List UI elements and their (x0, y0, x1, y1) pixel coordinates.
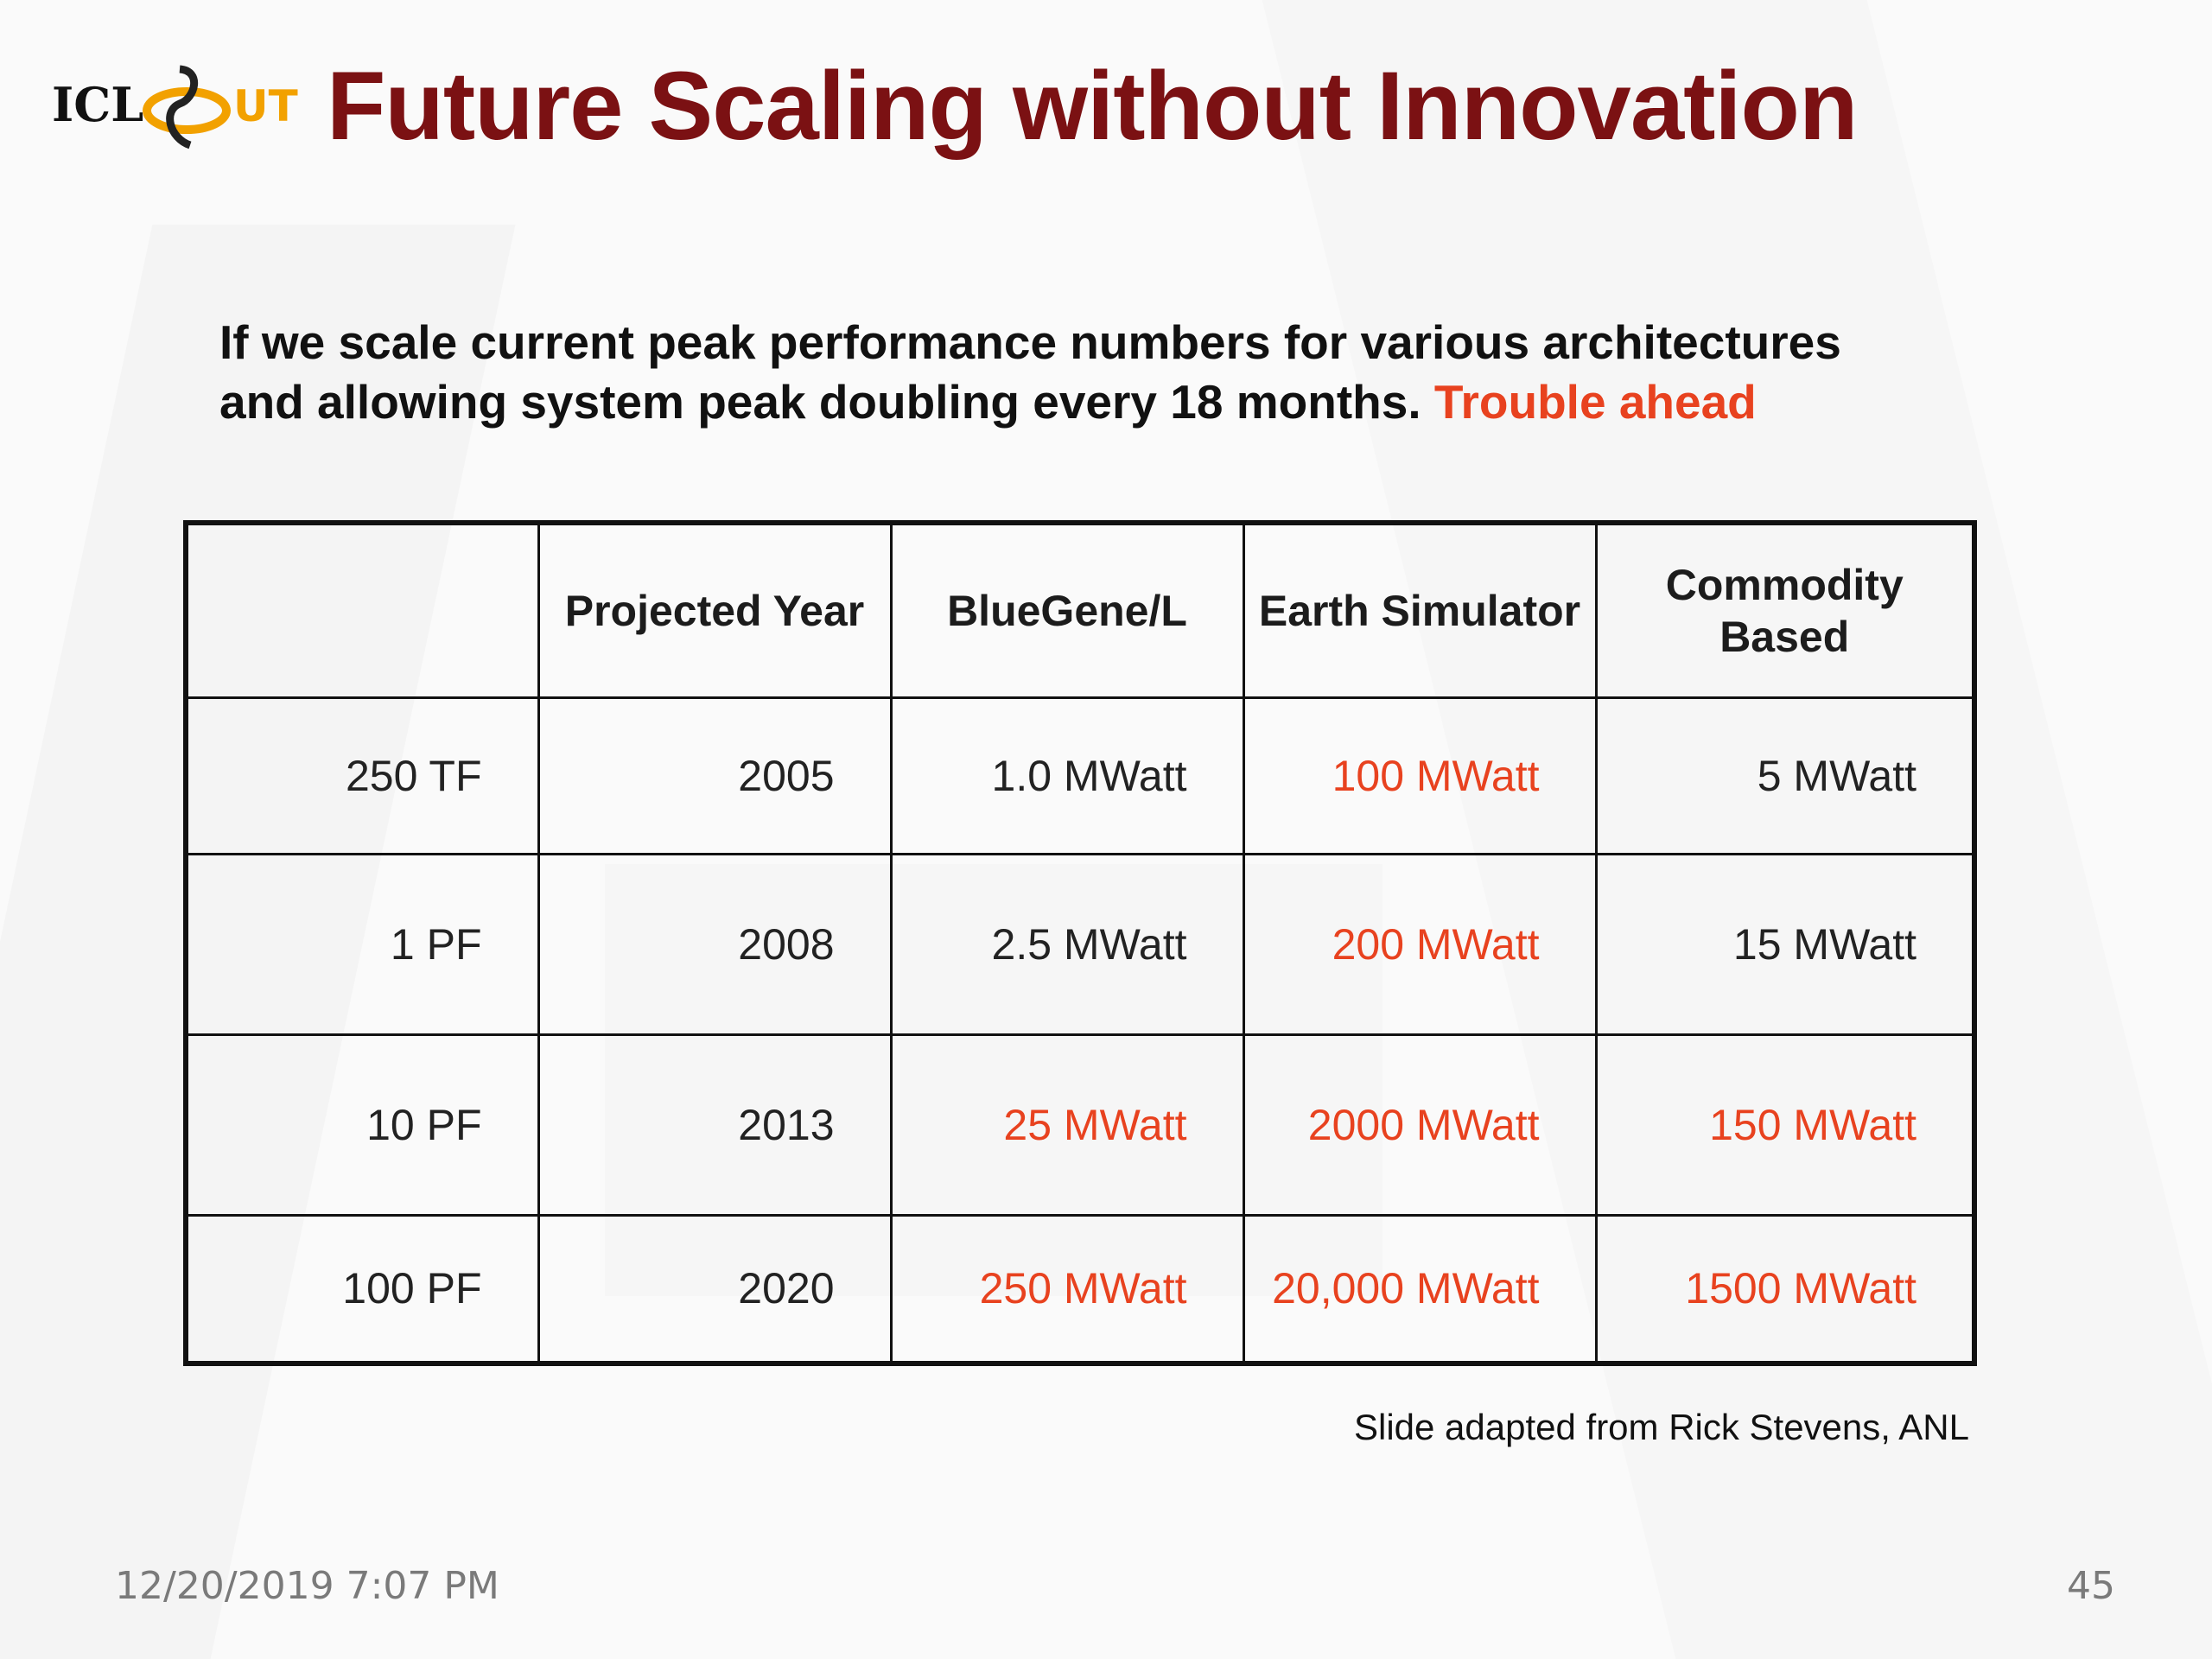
source-credit: Slide adapted from Rick Stevens, ANL (1353, 1407, 1969, 1447)
header-empty (184, 521, 540, 699)
year-cell: 2013 (537, 1033, 893, 1217)
slide-title: Future Scaling without Innovation (327, 52, 1858, 160)
table-row: 100 PF 2020 250 MWatt 20,000 MWatt 1500 … (184, 1213, 1976, 1365)
year-cell: 2005 (537, 696, 893, 855)
bluegene-cell: 250 MWatt (889, 1213, 1245, 1365)
bluegene-cell: 2.5 MWatt (889, 852, 1245, 1036)
intro-line-1: If we scale current peak performance num… (219, 315, 1841, 369)
table-header-row: Projected Year BlueGene/L Earth Simulato… (184, 521, 1976, 699)
commodity-cell: 150 MWatt (1594, 1033, 1976, 1217)
page-number: 45 (2067, 1564, 2115, 1608)
commodity-cell: 15 MWatt (1594, 852, 1976, 1036)
logo-text-right: UT (233, 81, 298, 131)
table-row: 1 PF 2008 2.5 MWatt 200 MWatt 15 MWatt (184, 852, 1976, 1036)
icl-ut-logo: ICL UT (52, 65, 298, 149)
header-earth-simulator: Earth Simulator (1242, 521, 1598, 699)
year-cell: 2020 (537, 1213, 893, 1365)
earth-simulator-cell: 20,000 MWatt (1242, 1213, 1598, 1365)
row-label: 250 TF (184, 696, 540, 855)
earth-simulator-cell: 2000 MWatt (1242, 1033, 1598, 1217)
table-row: 250 TF 2005 1.0 MWatt 100 MWatt 5 MWatt (184, 696, 1976, 855)
earth-simulator-cell: 100 MWatt (1242, 696, 1598, 855)
intro-line-2: and allowing system peak doubling every … (219, 375, 1421, 429)
header-commodity-based: Commodity Based (1594, 521, 1976, 699)
year-cell: 2008 (537, 852, 893, 1036)
intro-text: If we scale current peak performance num… (219, 313, 1991, 432)
bluegene-cell: 25 MWatt (889, 1033, 1245, 1217)
row-label: 100 PF (184, 1213, 540, 1365)
bluegene-cell: 1.0 MWatt (889, 696, 1245, 855)
power-scaling-table: Projected Year BlueGene/L Earth Simulato… (183, 520, 1977, 1366)
footer-date: 12/20/2019 7:07 PM (115, 1564, 499, 1608)
header-projected-year: Projected Year (537, 521, 893, 699)
logo-swirl (166, 65, 199, 149)
row-label: 1 PF (184, 852, 540, 1036)
commodity-cell: 5 MWatt (1594, 696, 1976, 855)
row-label: 10 PF (184, 1033, 540, 1217)
earth-simulator-cell: 200 MWatt (1242, 852, 1598, 1036)
logo-orbit (143, 87, 231, 134)
trouble-ahead-highlight: Trouble ahead (1433, 375, 1757, 429)
header-bluegene: BlueGene/L (889, 521, 1245, 699)
logo-text-left: ICL (52, 77, 143, 132)
commodity-cell: 1500 MWatt (1594, 1213, 1976, 1365)
table-row: 10 PF 2013 25 MWatt 2000 MWatt 150 MWatt (184, 1033, 1976, 1217)
